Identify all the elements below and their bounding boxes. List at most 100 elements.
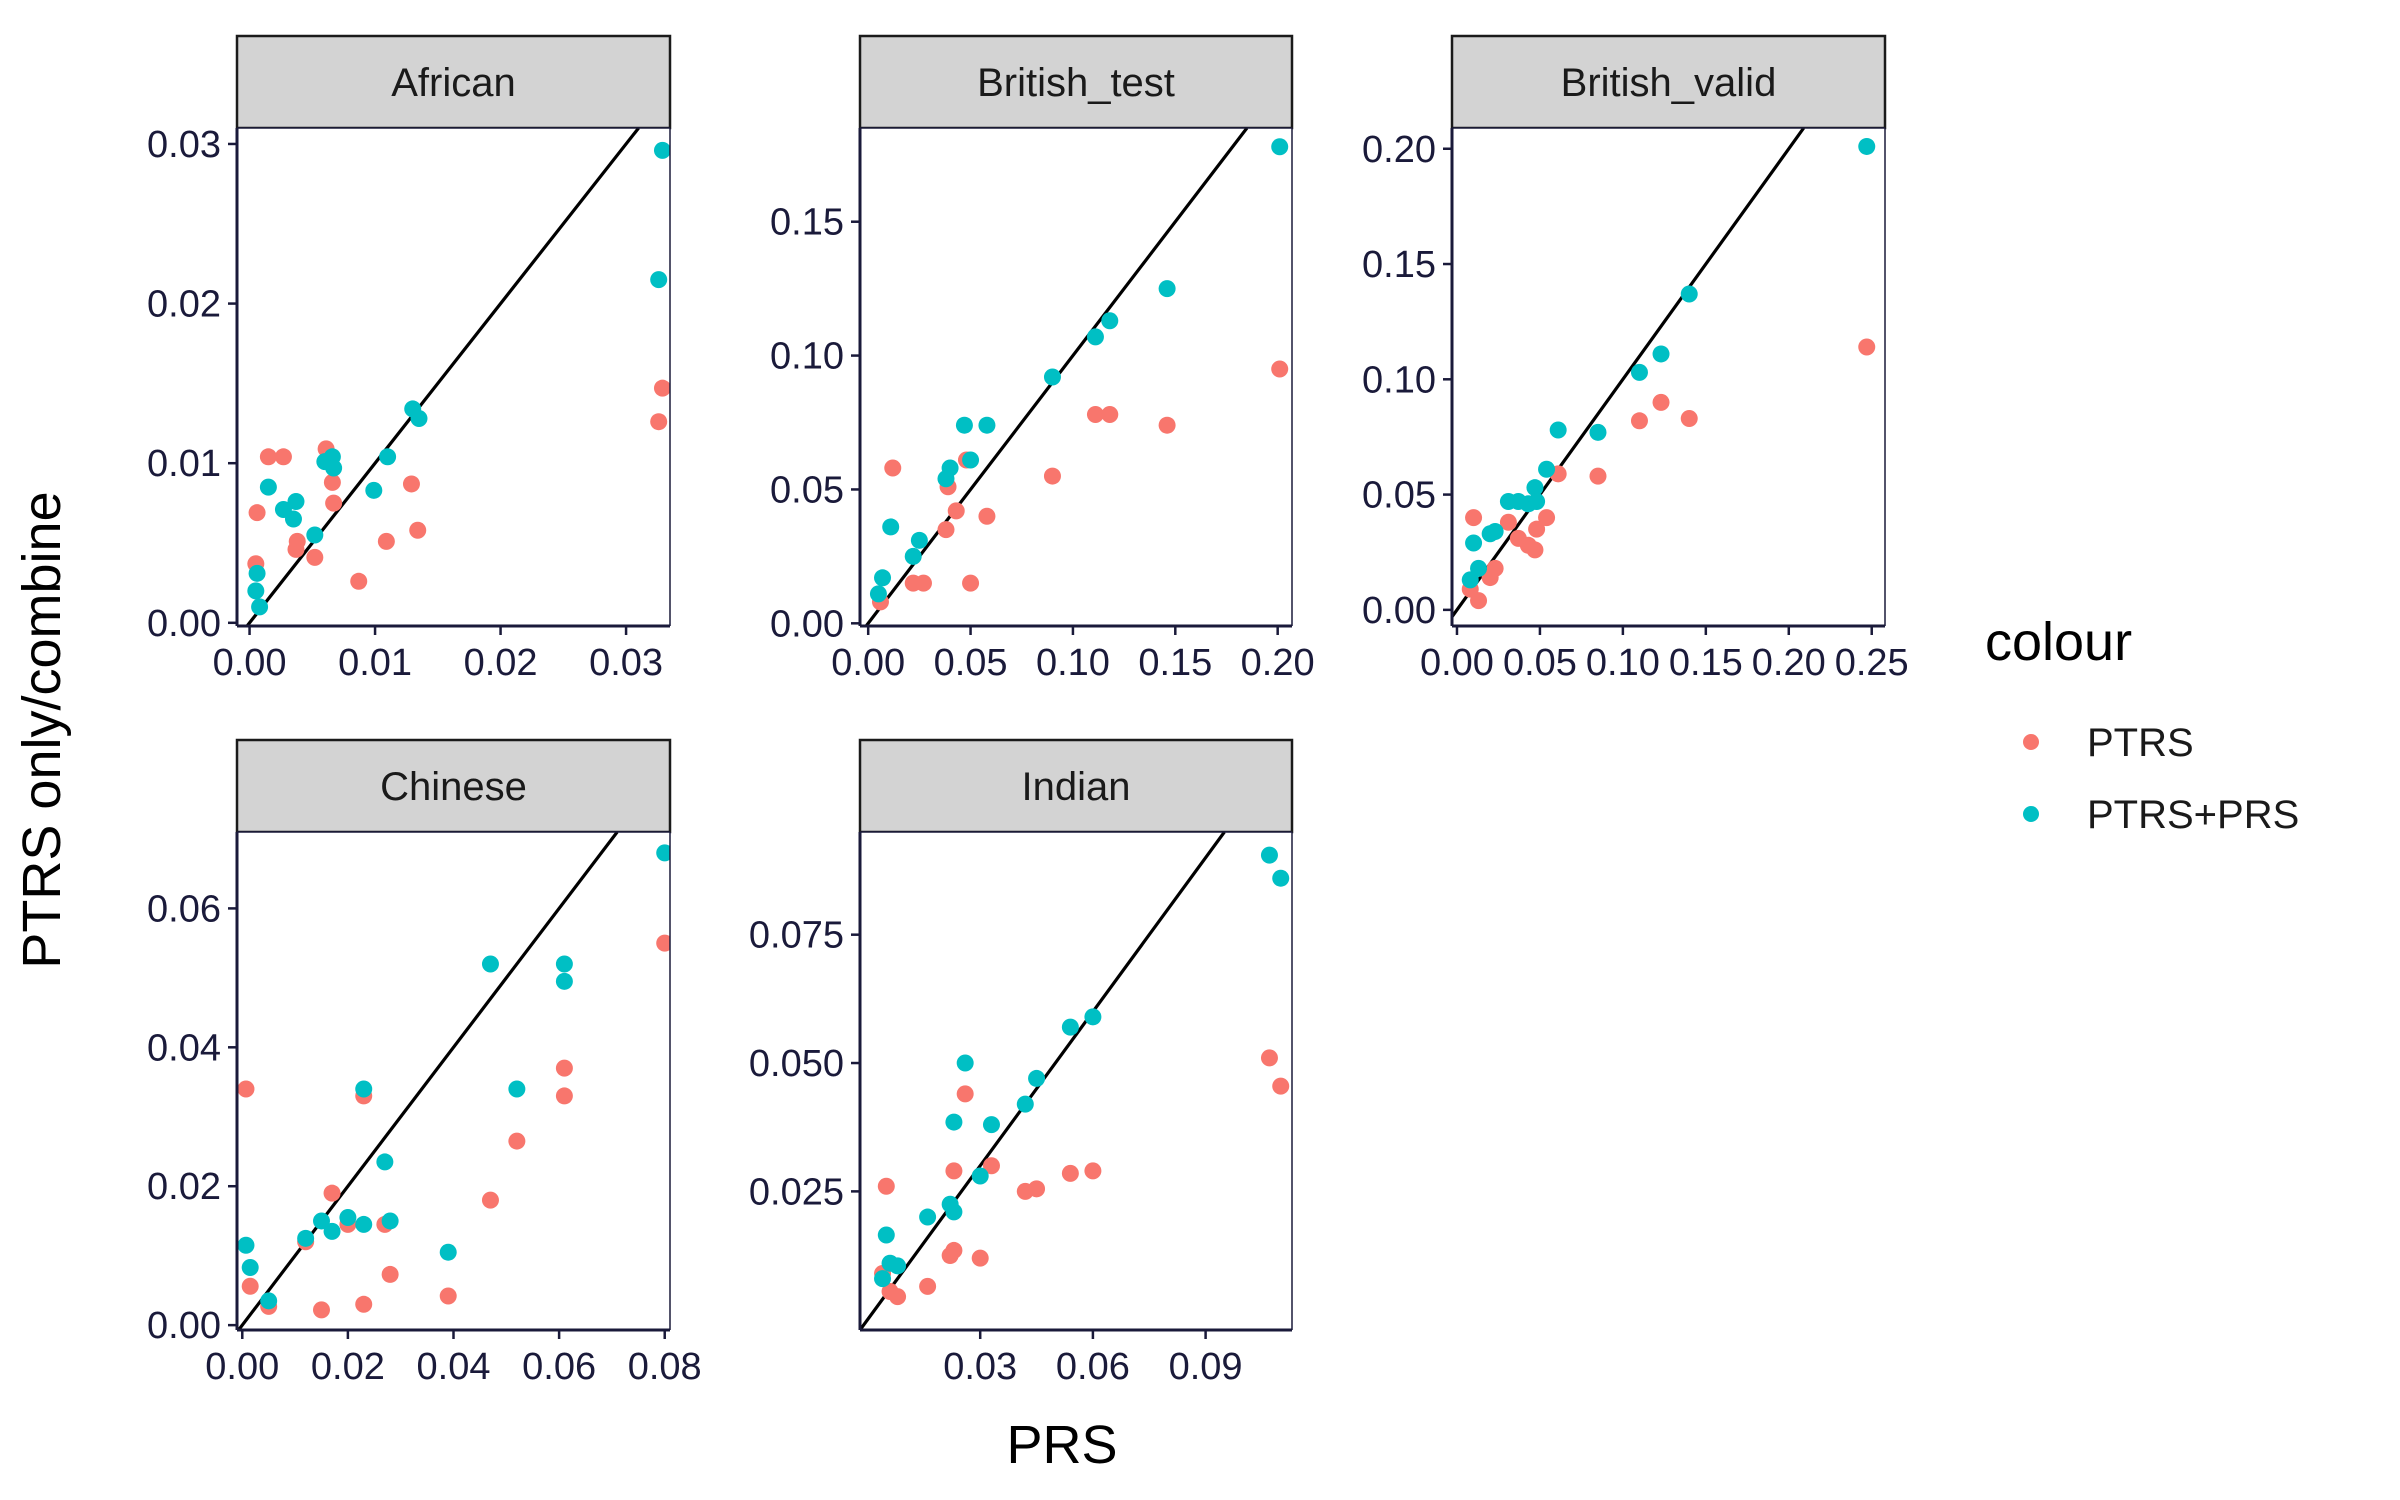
legend-key-ptrs-prs	[2023, 806, 2039, 822]
point-ptrs	[884, 459, 902, 477]
x-tick-label: 0.05	[934, 642, 1008, 684]
point-ptrs-prs	[555, 972, 573, 990]
y-tick-label: 0.02	[147, 284, 221, 326]
point-ptrs-prs	[355, 1215, 373, 1233]
point-ptrs-prs	[1271, 138, 1289, 156]
point-ptrs	[1652, 393, 1670, 411]
point-ptrs-prs	[1158, 280, 1176, 298]
point-ptrs-prs	[312, 1212, 330, 1230]
y-tick-label: 0.20	[1362, 129, 1436, 171]
point-ptrs	[355, 1295, 373, 1313]
point-ptrs-prs	[1589, 423, 1607, 441]
legend-label-ptrs: PTRS	[2087, 721, 2194, 765]
facet-panels: African 0.00 0.01 0.02 0.03 0.00 0.01 0.02 0.03 B…	[147, 34, 1909, 1388]
point-ptrs	[1043, 467, 1061, 485]
point-ptrs	[248, 504, 266, 522]
point-ptrs-prs	[508, 1080, 526, 1098]
point-ptrs	[1028, 1180, 1046, 1198]
point-ptrs	[956, 1085, 974, 1103]
point-ptrs-prs	[251, 598, 269, 616]
point-ptrs-prs	[656, 844, 670, 862]
point-ptrs-prs	[259, 478, 277, 496]
facet-panel-british-test: British_test 0.00 0.05 0.10 0.15 0.00 0.05 0.10…	[770, 34, 1315, 684]
point-ptrs-prs	[339, 1208, 357, 1226]
y-tick-label: 0.15	[770, 202, 844, 244]
legend-key-ptrs	[2023, 734, 2039, 750]
x-tick-label: 0.00	[213, 642, 287, 684]
point-ptrs	[877, 1177, 895, 1195]
point-ptrs-prs	[439, 1243, 457, 1261]
point-ptrs	[1061, 1164, 1079, 1182]
y-tick-label: 0.10	[770, 336, 844, 378]
point-ptrs	[945, 1162, 963, 1180]
facet-strip-label: British_valid	[1561, 61, 1777, 105]
x-tick-label: 0.02	[464, 642, 538, 684]
point-ptrs-prs	[945, 1203, 963, 1221]
point-ptrs-prs	[555, 955, 573, 973]
point-ptrs-prs	[284, 510, 302, 528]
point-ptrs-prs	[1528, 493, 1546, 510]
point-ptrs-prs	[978, 416, 996, 434]
y-tick-label: 0.04	[147, 1027, 221, 1069]
point-ptrs	[481, 1191, 499, 1209]
point-ptrs	[323, 473, 341, 491]
facet-strip	[235, 34, 672, 130]
point-ptrs	[1499, 513, 1517, 531]
plot-area	[864, 128, 1289, 626]
point-ptrs	[325, 494, 343, 512]
point-ptrs-prs	[1084, 1008, 1102, 1026]
point-ptrs-prs	[956, 1054, 974, 1072]
point-ptrs-prs	[910, 531, 928, 549]
x-tick-label: 0.04	[417, 1346, 491, 1388]
point-ptrs-prs	[1061, 1018, 1079, 1036]
y-tick-label: 0.050	[749, 1043, 844, 1085]
x-tick-label: 0.10	[1036, 642, 1110, 684]
point-ptrs	[978, 507, 996, 525]
point-ptrs-prs	[1470, 559, 1488, 577]
facet-strip-label: Chinese	[380, 765, 527, 809]
point-ptrs-prs	[1526, 479, 1544, 497]
legend: colour PTRS PTRS+PRS	[1985, 612, 2299, 837]
point-ptrs	[982, 1157, 1000, 1175]
point-ptrs-prs	[247, 582, 265, 600]
x-tick-label: 0.01	[338, 642, 412, 684]
point-ptrs	[312, 1301, 330, 1319]
point-ptrs	[237, 1080, 255, 1098]
point-ptrs-prs	[971, 1167, 989, 1185]
y-tick-label: 0.00	[1362, 590, 1436, 632]
point-ptrs	[1465, 509, 1483, 527]
point-ptrs-prs	[1652, 345, 1670, 363]
facet-panel-indian: Indian 0.025 0.050 0.075 0.03 0.06 0.09	[749, 738, 1294, 1388]
point-ptrs	[555, 1087, 573, 1105]
point-ptrs	[259, 448, 277, 466]
point-ptrs	[1538, 509, 1556, 527]
point-ptrs-prs	[882, 518, 900, 536]
point-ptrs	[1470, 592, 1488, 610]
point-ptrs	[402, 475, 420, 493]
point-ptrs-prs	[889, 1257, 907, 1275]
point-ptrs-prs	[904, 547, 922, 565]
point-ptrs-prs	[1101, 312, 1119, 330]
x-tick-label: 0.15	[1138, 642, 1212, 684]
point-ptrs	[274, 448, 292, 466]
facet-strip-label: African	[391, 61, 516, 105]
y-tick-label: 0.03	[147, 124, 221, 166]
legend-title: colour	[1985, 612, 2132, 672]
facet-strip	[235, 738, 672, 834]
point-ptrs-prs	[325, 459, 343, 477]
point-ptrs	[1086, 405, 1104, 423]
point-ptrs-prs	[306, 526, 324, 544]
point-ptrs	[945, 1241, 963, 1259]
point-ptrs	[1271, 360, 1289, 378]
point-ptrs-prs	[381, 1212, 399, 1230]
x-tick-label: 0.08	[628, 1346, 702, 1388]
point-ptrs-prs	[945, 1113, 963, 1131]
y-tick-label: 0.01	[147, 443, 221, 485]
point-ptrs	[323, 1184, 341, 1202]
x-tick-label: 0.00	[1420, 642, 1494, 684]
point-ptrs	[650, 413, 668, 431]
point-ptrs	[1589, 467, 1607, 485]
point-ptrs	[962, 574, 980, 592]
point-ptrs-prs	[355, 1080, 373, 1098]
point-ptrs	[409, 521, 427, 539]
